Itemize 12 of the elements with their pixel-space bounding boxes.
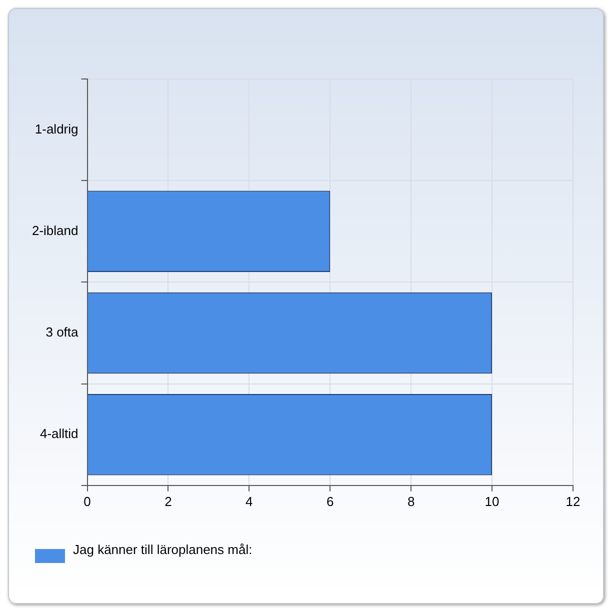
x-tick-label: 12 — [566, 494, 580, 509]
y-tick-label: 3 ofta — [46, 324, 80, 340]
x-tick-label: 4 — [246, 494, 253, 509]
legend-label: Jag känner till läroplanens mål: — [73, 542, 254, 557]
y-tick-label: 2-ibland — [32, 222, 78, 238]
x-tick-label: 0 — [84, 494, 91, 509]
x-tick-label: 8 — [407, 494, 415, 509]
y-tick-label: 4-alltid — [40, 426, 78, 442]
y-tick-label: 1-aldrig — [34, 121, 78, 136]
x-tick-label: 6 — [326, 494, 334, 509]
x-tick-label: 10 — [484, 494, 500, 509]
x-tick-label: 2 — [164, 494, 172, 509]
